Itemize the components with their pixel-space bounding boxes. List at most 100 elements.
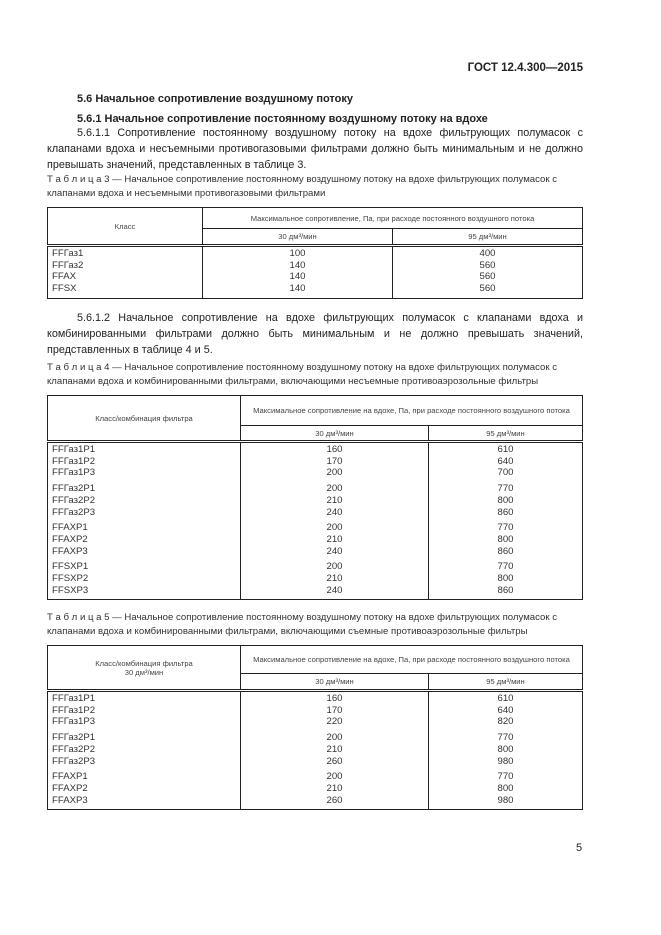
table-cell: FFГаз2P1	[52, 483, 96, 495]
table-cell: FFAX	[52, 271, 76, 283]
table-cell: 140	[289, 259, 306, 271]
table-cell: 210	[326, 573, 343, 585]
table-cell: 770	[497, 522, 514, 534]
table-cell: 200	[326, 771, 343, 783]
table-cell: 170	[326, 704, 343, 716]
column-header-max-resistance: Максимальное сопротивление на вдохе, Па,…	[240, 395, 583, 426]
table-cell: 800	[497, 782, 514, 794]
table-cell: 980	[497, 755, 514, 767]
table-cell: 770	[497, 732, 514, 744]
table-cell: 200	[326, 467, 343, 479]
table-cell: 700	[497, 467, 514, 479]
table-row-group: FFГаз1 FFГаз2 FFAX FFSX 100 140 140 140 400 560 56…	[47, 245, 583, 299]
table-cell: 220	[326, 716, 343, 728]
table-row-group: FFAXP1 FFAXP2 FFAXP3 200 210 240 770 800 860	[47, 521, 583, 561]
table-cell: 800	[497, 494, 514, 506]
table-cell: FFSXP2	[52, 573, 89, 585]
paragraph-5-6-1-2: 5.6.1.2 Начальное сопротивление на вдохе…	[47, 312, 583, 356]
column-header-95: 95 дм³/мин	[428, 425, 583, 443]
subsection-heading: 5.6.1 Начальное сопротивление постоянном…	[77, 113, 488, 125]
table-cell: FFГаз2P3	[52, 506, 96, 518]
table-cell: 800	[497, 533, 514, 545]
table-cell: 200	[326, 561, 343, 573]
table-cell: FFAXP3	[52, 545, 88, 557]
table-cell: 200	[326, 483, 343, 495]
table-row-group: FFSXP1 FFSXP2 FFSXP3 200 210 240 770 800 860	[47, 560, 583, 601]
column-header-30: 30 дм³/мин	[202, 228, 393, 247]
column-header-30: 30 дм³/мин	[240, 673, 429, 692]
table-cell: FFГаз1P1	[52, 693, 96, 704]
table-cell: 260	[326, 794, 343, 806]
table-cell: 980	[497, 794, 514, 806]
table-cell: 210	[326, 743, 343, 755]
column-header-max-resistance: Максимальное сопротивление на вдохе, Па,…	[240, 645, 583, 674]
table-cell: FFГаз1P2	[52, 704, 96, 716]
table-cell: FFAXP2	[52, 533, 88, 545]
table-cell: 260	[326, 755, 343, 767]
table-cell: 860	[497, 584, 514, 596]
column-header-95: 95 дм³/мин	[428, 673, 583, 692]
table-cell: FFAXP3	[52, 794, 88, 806]
table-cell: 770	[497, 771, 514, 783]
table-5: Класс/комбинация фильтра 30 дм³/мин Максим…	[47, 645, 583, 811]
table-cell: FFГаз1P1	[52, 444, 96, 455]
table-row-group: FFГаз2P1 FFГаз2P2 FFГаз2P3 200 210 240 770 800 8…	[47, 482, 583, 522]
table3-caption: Т а б л и ц а 3 — Начальное сопротивлени…	[47, 174, 558, 199]
table-cell: 160	[326, 444, 343, 455]
table-cell: 100	[289, 248, 306, 259]
table-cell: 210	[326, 782, 343, 794]
table-cell: 770	[497, 561, 514, 573]
table-cell: 770	[497, 483, 514, 495]
table-cell: 560	[479, 283, 496, 295]
table-cell: FFГаз1P2	[52, 455, 96, 467]
table-row-group: FFГаз2P1 FFГаз2P2 FFГаз2P3 200 210 260 770 800 9…	[47, 731, 583, 771]
table-cell: FFAXP1	[52, 771, 88, 783]
table-cell: 610	[497, 693, 514, 704]
table-cell: 800	[497, 573, 514, 585]
page-number: 5	[576, 842, 583, 854]
table-cell: FFГаз2P1	[52, 732, 96, 744]
table-cell: 200	[326, 732, 343, 744]
table-cell: FFГаз2P2	[52, 743, 96, 755]
table-cell: 240	[326, 545, 343, 557]
table-cell: FFГаз1P3	[52, 716, 96, 728]
column-header-class: Класс/комбинация фильтра	[47, 395, 241, 443]
table-3: Класс Максимальное сопротивление, Па, при…	[47, 207, 583, 299]
column-header-max-resistance: Максимальное сопротивление, Па, при расх…	[202, 207, 583, 229]
table-cell: 240	[326, 506, 343, 518]
table-cell: FFГаз1P3	[52, 467, 96, 479]
table-cell: 210	[326, 533, 343, 545]
paragraph-5-6-1-1: 5.6.1.1 Сопротивление постоянному воздуш…	[47, 127, 583, 171]
table-row-group: FFГаз1P1 FFГаз1P2 FFГаз1P3 160 170 220 610 640 8…	[47, 690, 583, 732]
table4-caption: Т а б л и ц а 4 — Начальное сопротивлени…	[47, 362, 558, 387]
table-cell: 140	[289, 283, 306, 295]
table-cell: 240	[326, 584, 343, 596]
table-cell: 170	[326, 455, 343, 467]
table-cell: 860	[497, 506, 514, 518]
table-cell: 610	[497, 444, 514, 455]
standard-header: ГОСТ 12.4.300—2015	[467, 62, 583, 74]
table-cell: 640	[497, 704, 514, 716]
column-header-30: 30 дм³/мин	[240, 425, 429, 443]
table-cell: 800	[497, 743, 514, 755]
table-cell: 640	[497, 455, 514, 467]
section-heading: 5.6 Начальное сопротивление воздушному п…	[77, 93, 353, 105]
table-cell: 400	[479, 248, 496, 259]
table-row-group: FFAXP1 FFAXP2 FFAXP3 200 210 260 770 800 980	[47, 770, 583, 811]
table-cell: 820	[497, 716, 514, 728]
table5-caption: Т а б л и ц а 5 — Начальное сопротивлени…	[47, 612, 558, 637]
table-cell: FFAXP1	[52, 522, 88, 534]
column-header-class: Класс	[47, 207, 203, 247]
column-header-class: Класс/комбинация фильтра 30 дм³/мин	[47, 645, 241, 692]
table-cell: FFГаз2	[52, 259, 84, 271]
table-cell: 210	[326, 494, 343, 506]
table-cell: FFГаз1	[52, 248, 84, 259]
table-cell: FFГаз2P2	[52, 494, 96, 506]
table-4: Класс/комбинация фильтра Максимальное соп…	[47, 395, 583, 601]
table-cell: 560	[479, 259, 496, 271]
table-cell: 200	[326, 522, 343, 534]
column-header-95: 95 дм³/мин	[392, 228, 583, 247]
table-cell: 140	[289, 271, 306, 283]
table-row-group: FFГаз1P1 FFГаз1P2 FFГаз1P3 160 170 200 610 640 7…	[47, 441, 583, 483]
